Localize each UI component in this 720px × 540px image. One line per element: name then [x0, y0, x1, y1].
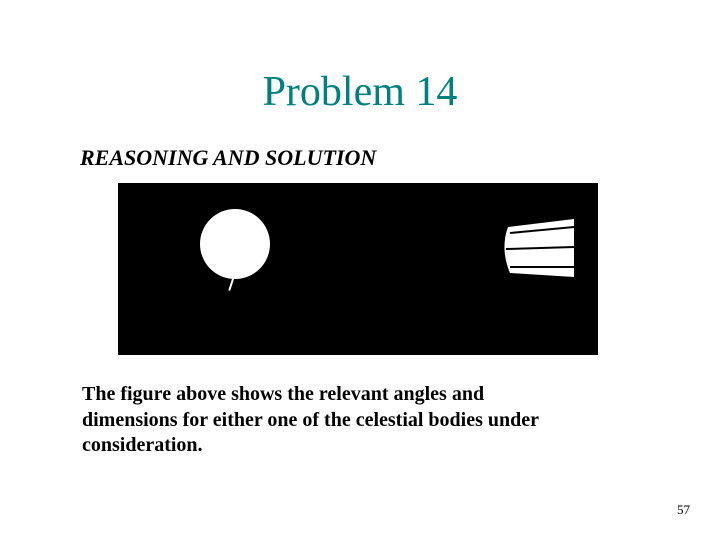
diagram	[118, 183, 598, 355]
slide-title: Problem 14	[0, 68, 720, 116]
observer-eye-icon	[504, 219, 574, 277]
reasoning-heading: REASONING AND SOLUTION	[80, 145, 376, 171]
figure-caption: The figure above shows the relevant angl…	[82, 382, 552, 459]
slide: Problem 14 REASONING AND SOLUTION The fi…	[0, 0, 720, 540]
celestial-body-icon	[200, 209, 270, 279]
page-number: 57	[677, 502, 690, 518]
